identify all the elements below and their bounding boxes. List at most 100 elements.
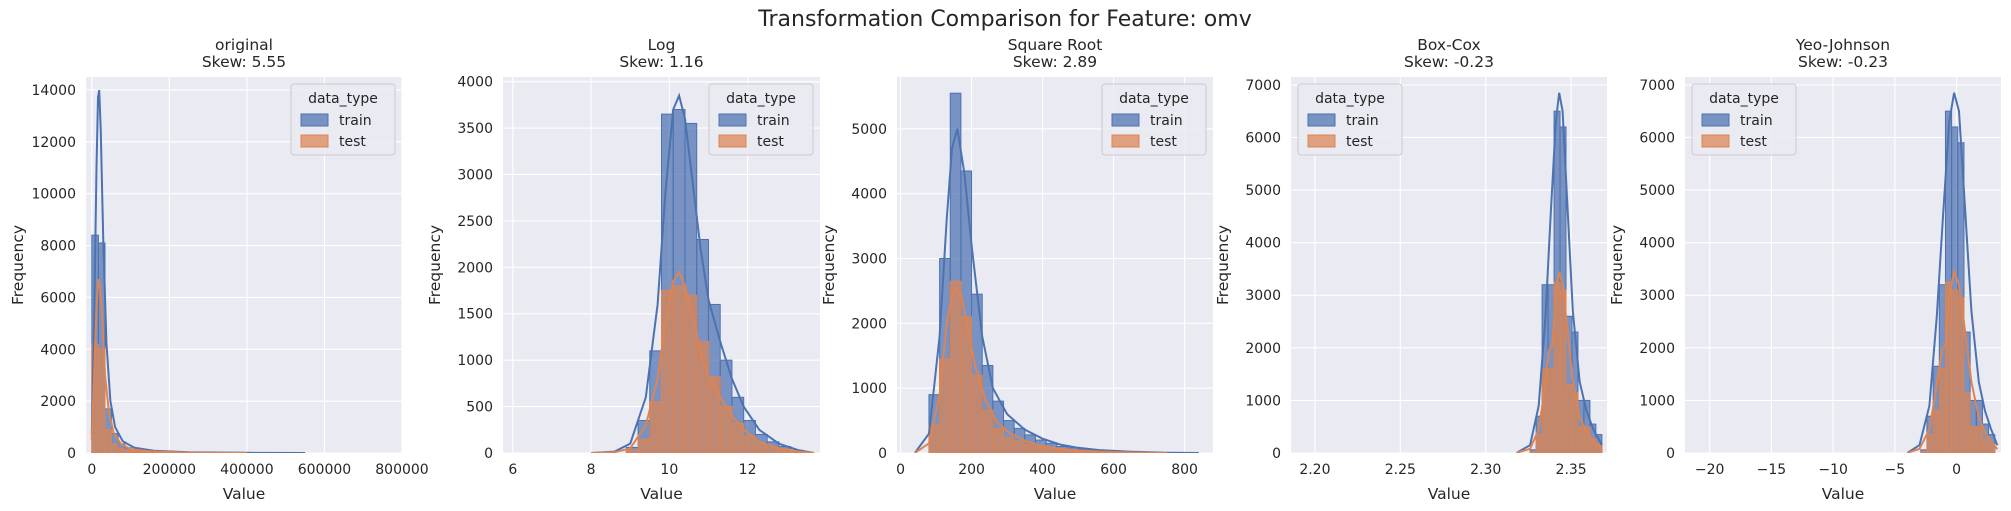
y-axis-label: Frequency [1214,225,1232,305]
kde-line-train [1515,92,1603,453]
y-tick-label: 4000 [851,187,887,203]
x-axis-label: Value [223,485,266,503]
y-tick-label: 6000 [40,290,76,306]
hist-bar-test [1547,368,1555,453]
data-layer [913,92,1199,453]
hist-bar-test [672,285,686,453]
hist-bar-test [1988,443,1996,453]
y-tick-label: 4000 [457,75,493,91]
legend-label-test: test [339,134,366,150]
hist-bar-test [1951,289,1959,453]
legend-swatch-train [1307,113,1336,127]
y-tick-label: 5000 [1245,183,1281,199]
panel-skew: Skew: 5.55 [202,53,286,71]
hist-bar-test [637,438,651,453]
x-tick-label: 0 [87,462,96,478]
y-tick-label: 1500 [457,307,493,323]
x-axis-label: Value [640,485,683,503]
legend-title: data_type [1709,91,1779,107]
y-tick-label: 4000 [1639,236,1675,252]
panel-skew: Skew: 1.16 [619,53,703,71]
hist-bar-test [1969,426,1977,453]
y-tick-label: 1000 [457,353,493,369]
data-layer [1515,92,1603,453]
hist-bar-test [1963,392,1971,453]
panel-title: Square Root [1008,36,1103,54]
hist-bar-test [117,448,126,453]
y-tick-label: 4000 [1245,236,1281,252]
hist-bar-test [684,294,698,453]
x-tick-label: −10 [1818,462,1848,478]
kde-line-train [913,128,1199,453]
legend-title: data_type [308,91,378,107]
y-tick-label: 500 [466,400,493,416]
hist-bar-test [649,401,663,453]
y-axis-label: Frequency [9,225,27,305]
panel-title: Log [648,36,676,54]
x-tick-label: 12 [739,462,757,478]
y-tick-label: 2000 [851,316,887,332]
x-tick-label: 800000 [375,462,428,478]
legend-label-train: train [339,113,372,129]
kde-line-train [591,92,815,453]
kde-line-test [591,269,815,453]
x-tick-label: 600 [1100,462,1127,478]
hist-bar-test [1975,426,1983,453]
data-layer [1906,92,1999,453]
hist-bar-test [124,449,132,453]
legend-swatch-train [300,113,329,127]
hist-bar-test [1003,436,1015,453]
x-axis-label: Value [1034,485,1077,503]
hist-bar-test [625,449,639,453]
x-axis-label: Value [1428,485,1471,503]
x-tick-label: 200 [958,462,985,478]
y-tick-label: 3000 [457,167,493,183]
hist-bar-test [1535,434,1543,453]
panel-2: 0 500 1000 1500 2000 2500 3000 3500 4000 6 8 10 12 Lo… [426,36,820,503]
x-axis-label: Value [1822,485,1865,503]
y-tick-label: 8000 [40,239,76,255]
panel-skew: Skew: -0.23 [1798,53,1888,71]
y-tick-label: 1000 [1639,393,1675,409]
y-tick-label: 4000 [40,342,76,358]
hist-bar-test [1932,409,1940,453]
y-axis-label: Frequency [1608,225,1626,305]
hist-bar-test [111,443,119,453]
x-tick-label: 2.35 [1556,462,1587,478]
kde-line-test [90,279,247,453]
y-tick-label: 5000 [851,122,887,138]
y-tick-label: 6000 [1245,130,1281,146]
y-tick-label: 3000 [1639,288,1675,304]
legend-swatch-test [718,134,747,148]
hist-bar-test [1577,426,1585,453]
y-tick-label: 14000 [31,83,76,99]
x-tick-label: −5 [1885,462,1906,478]
y-tick-label: 0 [1666,446,1675,462]
y-tick-label: 10000 [31,187,76,203]
y-tick-label: 0 [67,446,76,462]
panel-skew: Skew: -0.23 [1404,53,1494,71]
y-tick-label: 7000 [1639,78,1675,94]
y-tick-label: 0 [1272,446,1281,462]
kde-line-train [1906,92,1999,453]
legend-title: data_type [1315,91,1385,107]
x-tick-label: −20 [1695,462,1725,478]
y-tick-label: 6000 [1639,130,1675,146]
x-tick-label: 0 [896,462,905,478]
y-tick-label: 2000 [457,260,493,276]
y-tick-label: 1000 [1245,393,1281,409]
legend-swatch-test [1307,134,1336,148]
y-tick-label: 3000 [851,252,887,268]
y-tick-label: 1000 [851,381,887,397]
legend-label-test: test [1740,134,1767,150]
legend-title: data_type [1119,91,1189,107]
hist-bar-test [97,348,106,453]
x-tick-label: −15 [1757,462,1787,478]
legend-swatch-test [1701,134,1730,148]
x-tick-label: 2.25 [1385,462,1416,478]
x-tick-label: 8 [587,462,596,478]
x-tick-label: 400000 [220,462,273,478]
x-tick-label: 2.30 [1470,462,1501,478]
y-tick-label: 7000 [1245,78,1281,94]
